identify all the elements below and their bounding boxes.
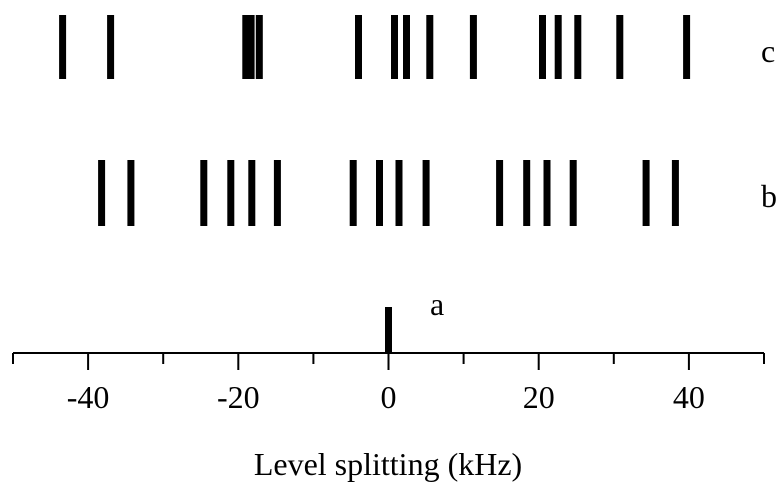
series-a: a [385,286,444,353]
series-layer: a b c [59,15,777,353]
x-tick-label: 20 [523,379,555,415]
spectral-line [469,15,477,79]
spectral-line [683,15,691,79]
spectral-line [273,160,281,226]
series-label-a: a [430,286,444,322]
spectral-line [671,160,679,226]
series-label-c: c [761,33,775,69]
spectral-line [355,15,362,79]
spectral-line [248,160,256,226]
spectral-line [395,160,403,226]
spectral-line [385,307,392,353]
series-label-b: b [761,178,777,214]
spectral-line [642,160,650,226]
spectral-line [569,160,577,226]
series-c: c [59,15,775,79]
x-tick-label: -20 [217,379,260,415]
spectral-line [376,160,383,226]
spectral-line [107,15,115,79]
spectral-line [422,160,430,226]
spectral-line [391,15,398,79]
spectral-line [403,15,410,79]
x-axis: -40 -20 0 20 40 [12,352,765,415]
spectral-line [127,160,135,226]
spectral-line [539,15,546,79]
x-tick-label: -40 [67,379,110,415]
spectral-line [98,160,106,226]
series-b: b [98,160,777,226]
spectral-line [349,160,357,226]
spectral-line [227,160,235,226]
spectral-line [574,15,582,79]
spectral-line [523,160,531,226]
spectral-line [554,15,562,79]
spectral-line [255,15,263,79]
spectral-line [200,160,208,226]
x-tick-label: 0 [381,379,397,415]
spectral-line [426,15,434,79]
spectral-line [496,160,504,226]
spectral-line [59,15,67,79]
spectral-line [543,160,551,226]
spectral-line [616,15,624,79]
x-tick-label: 40 [673,379,705,415]
x-axis-label: Level splitting (kHz) [254,446,522,482]
spectral-line [242,15,250,79]
spectral-line [247,15,255,79]
